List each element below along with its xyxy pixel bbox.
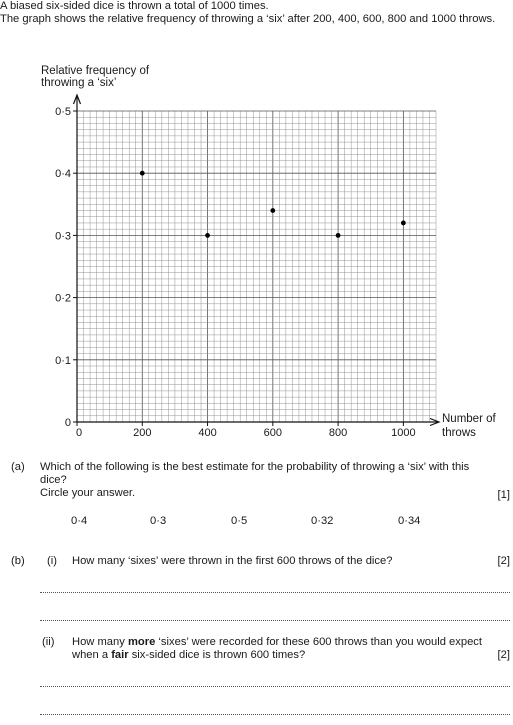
part-a-line-1: Which of the following is the best estim… <box>40 461 470 473</box>
answer-option[interactable]: 0·34 <box>398 515 421 527</box>
part-b-ii-line-1: How many more ‘sixes’ were recorded for … <box>72 636 512 649</box>
intro-line-1: A biased six-sided dice is thrown a tota… <box>0 0 269 12</box>
x-tick-label: 0 <box>76 427 82 439</box>
answer-line[interactable] <box>40 592 510 593</box>
part-b-i-label: (i) <box>47 555 57 567</box>
y-tick-label: 0·3 <box>55 230 71 242</box>
x-axis-arrow-icon <box>429 417 441 427</box>
y-tick-label: 0 <box>65 417 71 429</box>
part-b-ii-text-1: How many <box>72 636 128 648</box>
x-tick-label: 800 <box>329 427 347 439</box>
x-tick-label: 400 <box>198 427 216 439</box>
answer-option[interactable]: 0·4 <box>71 515 88 527</box>
chart-points <box>139 170 406 238</box>
part-a-line-3: Circle your answer. <box>40 487 136 499</box>
answer-line[interactable] <box>40 686 510 687</box>
x-tick-label: 1000 <box>391 427 415 439</box>
data-point <box>335 233 341 238</box>
data-point <box>139 170 145 176</box>
part-b-ii-emphasis-fair: fair <box>111 649 129 661</box>
part-a-question: Which of the following is the best estim… <box>40 461 513 500</box>
data-point <box>270 208 276 213</box>
part-b-ii-label: (ii) <box>42 636 55 648</box>
answer-option[interactable]: 0·32 <box>311 515 334 527</box>
part-b-i-marks: [2] <box>497 555 510 567</box>
question-intro: A biased six-sided dice is thrown a tota… <box>0 0 505 26</box>
data-point <box>205 233 210 238</box>
part-b-ii-text-4: when a <box>72 649 112 661</box>
x-axis-label-line-2: throws <box>442 427 476 439</box>
data-point <box>400 220 406 226</box>
chart-ticks: 0 0·1 0·2 0·3 0·4 0·5 0 200 400 600 800 1000 <box>55 106 416 439</box>
part-b-ii-marks: [2] <box>497 649 510 661</box>
part-b-ii-text-6: six-sided dice is thrown 600 times? <box>128 649 306 661</box>
answer-option[interactable]: 0·3 <box>150 515 167 527</box>
intro-line-2: The graph shows the relative frequency o… <box>0 13 496 25</box>
y-axis-label-line-2: throwing a ‘six’ <box>41 77 116 89</box>
chart-axes <box>72 93 441 427</box>
x-axis-label-line-1: Number of <box>442 413 496 425</box>
answer-line[interactable] <box>40 714 510 715</box>
y-tick-label: 0·4 <box>55 168 71 180</box>
part-b-label: (b) <box>11 555 25 567</box>
x-tick-label: 200 <box>133 427 151 439</box>
y-axis-arrow-icon <box>72 93 82 105</box>
answer-line[interactable] <box>40 620 510 621</box>
part-a-line-2: dice? <box>40 474 67 486</box>
chart-grid <box>76 110 437 423</box>
part-b-ii-text-3: ‘sixes’ were recorded for these 600 thro… <box>155 636 483 648</box>
part-b-i-question: How many ‘sixes’ were thrown in the firs… <box>72 555 393 567</box>
part-b-ii-emphasis-more: more <box>127 636 156 648</box>
relative-frequency-chart: 0 0·1 0·2 0·3 0·4 0·5 0 200 400 600 800 1000 Relati… <box>41 65 496 439</box>
y-tick-label: 0·2 <box>55 293 71 305</box>
answer-option[interactable]: 0·5 <box>231 515 248 527</box>
y-axis-label-line-1: Relative frequency of <box>41 65 150 77</box>
y-tick-label: 0·1 <box>55 355 71 367</box>
part-a-label: (a) <box>11 461 25 473</box>
part-b-ii-line-2: when a fair six-sided dice is thrown 600… <box>72 649 512 662</box>
x-tick-label: 600 <box>264 427 282 439</box>
part-a-marks: [1] <box>497 489 510 501</box>
y-tick-label: 0·5 <box>55 106 71 118</box>
part-b-ii-question: How many more ‘sixes’ were recorded for … <box>72 636 512 662</box>
